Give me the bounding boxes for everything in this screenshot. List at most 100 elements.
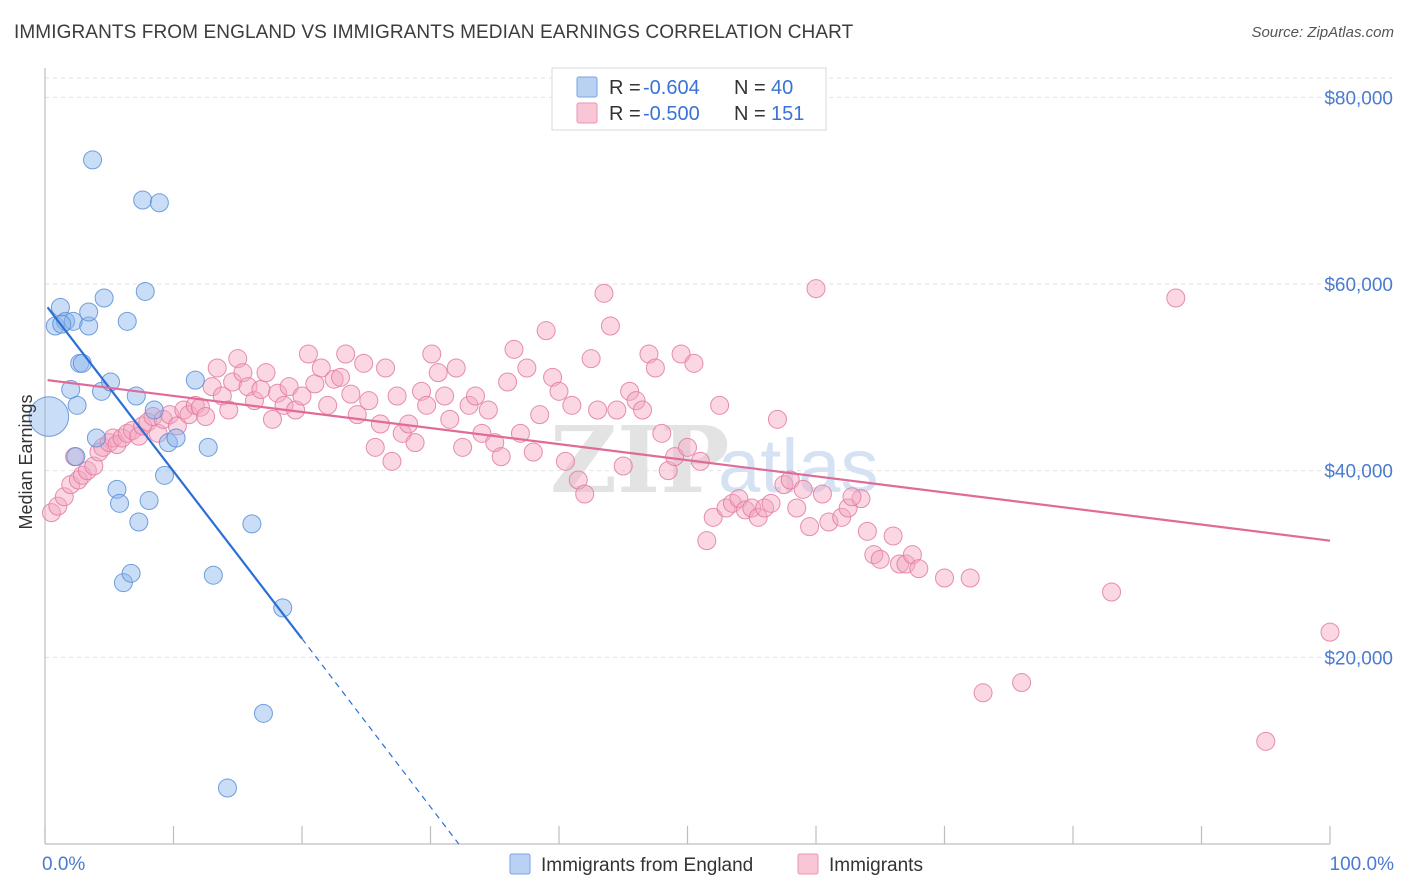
- immigrants-point-31: [207, 358, 227, 378]
- immigrants-point-26: [179, 405, 199, 425]
- y-axis-label: Median Earnings: [16, 394, 36, 529]
- bottom-legend-label-england: Immigrants from England: [541, 855, 753, 876]
- immigrants-point-146: [1102, 582, 1122, 602]
- england-point-33: [217, 778, 237, 798]
- immigrants-point-71: [440, 409, 460, 429]
- immigrants-point-78: [485, 433, 505, 453]
- immigrants-point-15: [117, 423, 137, 443]
- england-point-26: [149, 193, 169, 213]
- immigrants-point-99: [620, 381, 640, 401]
- watermark: ZIP atlas: [550, 406, 879, 514]
- immigrants-point-108: [678, 437, 697, 457]
- england-trend-line: [46, 306, 303, 640]
- immigrants-point-107: [671, 344, 691, 364]
- immigrants-point-147: [1166, 288, 1186, 308]
- immigrants-point-61: [382, 451, 402, 471]
- y-tick-label-20000: $20,000: [1324, 648, 1393, 669]
- immigrants-point-90: [562, 395, 582, 415]
- axes: [44, 68, 1331, 845]
- england-point-9: [79, 316, 99, 336]
- immigrants-point-142: [935, 568, 954, 588]
- series-england-points: [28, 150, 293, 798]
- england-point-27: [155, 465, 175, 485]
- immigrants-point-112: [703, 507, 723, 527]
- immigrants-point-84: [523, 442, 543, 462]
- immigrants-point-41: [262, 409, 282, 429]
- england-point-23: [135, 281, 155, 301]
- immigrants-point-36: [233, 363, 253, 383]
- england-point-22: [133, 190, 153, 210]
- y-tick-label-80000: $80,000: [1324, 88, 1393, 109]
- immigrants-point-97: [607, 400, 627, 420]
- immigrants-point-53: [336, 344, 356, 364]
- immigrants-point-101: [633, 400, 653, 420]
- england-point-8: [72, 353, 92, 373]
- immigrants-point-89: [555, 451, 575, 471]
- immigrants-point-62: [387, 386, 407, 406]
- immigrants-point-150: [842, 487, 862, 507]
- england-point-0: [28, 396, 70, 437]
- immigrants-point-83: [517, 358, 537, 378]
- immigrants-point-122: [767, 409, 787, 429]
- immigrants-point-1: [48, 496, 68, 516]
- england-point-4: [63, 311, 83, 331]
- x-tick-labels: 0.0% 100.0%: [42, 854, 1394, 875]
- legend-r-label-0: R =: [609, 77, 641, 99]
- england-point-11: [86, 428, 106, 448]
- england-point-19: [121, 563, 141, 583]
- immigrants-point-74: [459, 395, 479, 415]
- legend-box: [551, 67, 827, 131]
- immigrants-point-88: [549, 381, 569, 401]
- england-point-31: [198, 437, 218, 457]
- england-point-24: [139, 491, 159, 511]
- legend-r-label-1: R =: [609, 103, 641, 125]
- immigrants-point-23: [160, 405, 180, 425]
- england-point-2: [50, 297, 70, 317]
- immigrants-point-134: [857, 521, 877, 541]
- immigrants-point-116: [729, 489, 749, 509]
- immigrants-point-52: [331, 367, 351, 387]
- y-tick-labels: $20,000 $40,000 $60,000 $80,000: [1324, 88, 1393, 669]
- chart-source: Source: ZipAtlas.com: [1251, 24, 1394, 41]
- england-point-10: [79, 302, 99, 322]
- bottom-legend-label-immigrants: Immigrants: [829, 855, 923, 876]
- immigrants-point-119: [748, 507, 768, 527]
- england-point-13: [94, 288, 114, 308]
- immigrants-point-59: [370, 414, 390, 434]
- immigrants-point-72: [446, 358, 466, 378]
- immigrants-point-103: [645, 358, 665, 378]
- immigrants-point-139: [896, 554, 916, 574]
- immigrants-point-69: [428, 363, 448, 383]
- y-tick-label-60000: $60,000: [1324, 275, 1393, 296]
- immigrants-point-42: [268, 383, 288, 403]
- immigrants-point-35: [228, 349, 248, 369]
- england-point-34: [242, 514, 262, 534]
- england-point-36: [273, 598, 293, 618]
- immigrants-point-136: [870, 549, 890, 569]
- x-tick-label-min: 0.0%: [42, 854, 85, 875]
- legend-n-label-1: N =: [734, 103, 766, 125]
- immigrants-point-132: [838, 498, 858, 518]
- immigrants-point-39: [251, 379, 271, 399]
- legend: R = -0.604 N = 40 R = -0.500 N = 151: [551, 67, 827, 131]
- immigrants-point-138: [890, 554, 910, 574]
- immigrants-point-54: [341, 384, 361, 404]
- immigrants-point-73: [453, 437, 473, 457]
- immigrants-point-94: [588, 400, 608, 420]
- chart-title: IMMIGRANTS FROM ENGLAND VS IMMIGRANTS ME…: [14, 22, 854, 43]
- immigrants-point-144: [973, 683, 993, 703]
- immigrants-point-87: [543, 367, 563, 387]
- immigrants-point-98: [613, 456, 633, 476]
- legend-swatch-england: [576, 76, 598, 98]
- immigrants-point-70: [435, 386, 455, 406]
- legend-r-value-1: -0.500: [643, 103, 700, 125]
- immigrants-point-79: [491, 447, 511, 467]
- england-trend-extension: [301, 638, 460, 845]
- immigrants-point-68: [422, 344, 442, 364]
- england-point-25: [144, 400, 164, 420]
- immigrants-point-140: [902, 545, 922, 565]
- immigrants-point-29: [196, 407, 216, 427]
- immigrants-point-66: [412, 381, 432, 401]
- england-point-35: [253, 703, 273, 723]
- immigrants-point-126: [793, 479, 813, 499]
